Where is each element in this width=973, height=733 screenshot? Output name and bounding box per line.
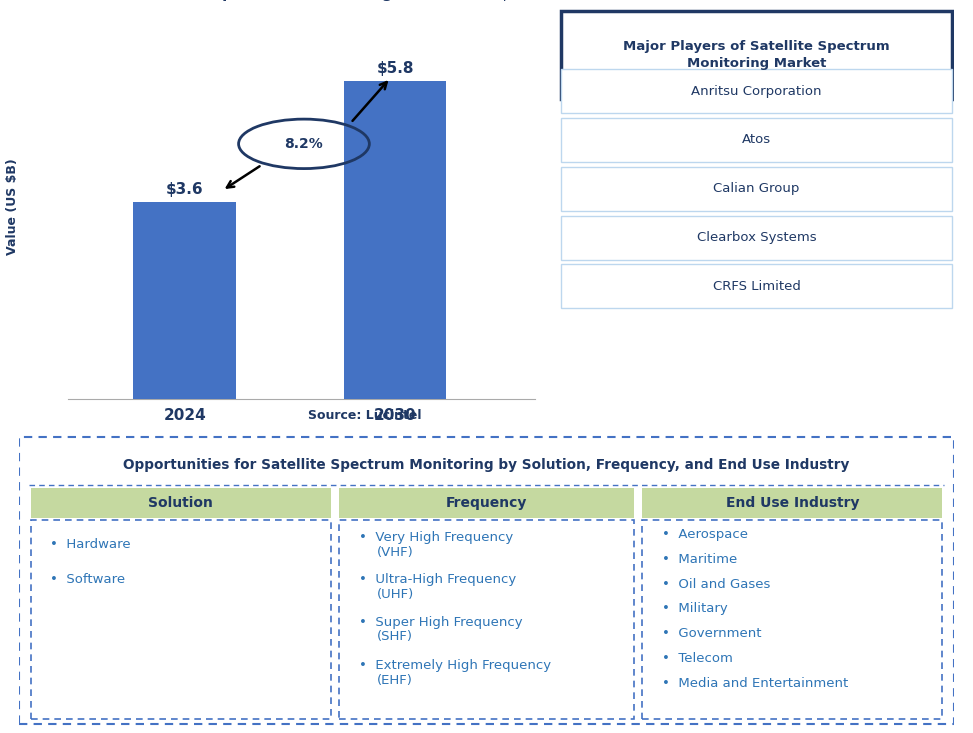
- Text: $5.8: $5.8: [377, 62, 414, 76]
- Text: Source: Lucintel: Source: Lucintel: [308, 409, 421, 422]
- FancyBboxPatch shape: [561, 118, 952, 162]
- Title: Global Satellite Spectrum Monitoring Market (US $B): Global Satellite Spectrum Monitoring Mar…: [75, 0, 528, 1]
- FancyBboxPatch shape: [339, 487, 634, 518]
- FancyBboxPatch shape: [31, 487, 331, 518]
- Text: Frequency: Frequency: [446, 496, 527, 509]
- Text: Opportunities for Satellite Spectrum Monitoring by Solution, Frequency, and End : Opportunities for Satellite Spectrum Mon…: [124, 457, 849, 471]
- Text: Anritsu Corporation: Anritsu Corporation: [691, 84, 822, 97]
- Bar: [133, 202, 236, 399]
- Text: •  Ultra-High Frequency: • Ultra-High Frequency: [358, 573, 516, 586]
- Text: •  Extremely High Frequency: • Extremely High Frequency: [358, 660, 551, 672]
- Text: •  Software: • Software: [51, 573, 126, 586]
- FancyBboxPatch shape: [19, 437, 954, 724]
- Text: •  Military: • Military: [662, 603, 728, 616]
- Text: (VHF): (VHF): [378, 545, 414, 559]
- Text: Atos: Atos: [742, 133, 771, 147]
- Text: •  Very High Frequency: • Very High Frequency: [358, 531, 513, 544]
- FancyBboxPatch shape: [561, 265, 952, 309]
- Text: Value (US $B): Value (US $B): [6, 159, 18, 255]
- Text: •  Hardware: • Hardware: [51, 538, 131, 551]
- Text: $3.6: $3.6: [166, 183, 203, 197]
- Bar: [343, 81, 447, 399]
- Text: •  Government: • Government: [662, 627, 762, 640]
- Text: Major Players of Satellite Spectrum
Monitoring Market: Major Players of Satellite Spectrum Moni…: [623, 40, 890, 70]
- Text: CRFS Limited: CRFS Limited: [712, 280, 801, 293]
- Text: •  Telecom: • Telecom: [662, 652, 733, 665]
- FancyBboxPatch shape: [561, 69, 952, 113]
- Text: Clearbox Systems: Clearbox Systems: [697, 231, 816, 244]
- FancyBboxPatch shape: [31, 520, 331, 719]
- Text: •  Media and Entertainment: • Media and Entertainment: [662, 677, 848, 690]
- FancyBboxPatch shape: [561, 216, 952, 259]
- Text: •  Oil and Gases: • Oil and Gases: [662, 578, 771, 591]
- Text: (EHF): (EHF): [378, 674, 414, 687]
- FancyBboxPatch shape: [339, 520, 634, 719]
- FancyBboxPatch shape: [561, 167, 952, 211]
- FancyBboxPatch shape: [642, 520, 942, 719]
- Text: •  Super High Frequency: • Super High Frequency: [358, 616, 523, 629]
- Text: End Use Industry: End Use Industry: [726, 496, 859, 509]
- Text: •  Aerospace: • Aerospace: [662, 528, 748, 541]
- Text: (UHF): (UHF): [378, 588, 414, 601]
- Text: 8.2%: 8.2%: [284, 137, 323, 151]
- FancyBboxPatch shape: [642, 487, 942, 518]
- FancyBboxPatch shape: [561, 12, 952, 99]
- Text: Calian Group: Calian Group: [713, 183, 800, 195]
- Text: •  Maritime: • Maritime: [662, 553, 738, 566]
- Text: Solution: Solution: [148, 496, 213, 509]
- Text: (SHF): (SHF): [378, 630, 414, 643]
